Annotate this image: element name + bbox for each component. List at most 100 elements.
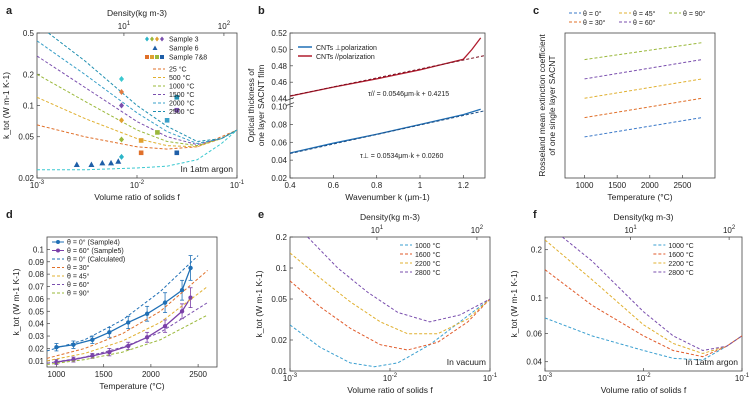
data-point — [144, 311, 150, 316]
x-tick-label: 2500 — [189, 370, 207, 379]
series-group — [47, 255, 208, 366]
legend-label: θ = 60° (Sample5) — [67, 247, 124, 255]
annotation: In vacuum — [447, 357, 486, 367]
legend-label: θ = 30° — [67, 264, 90, 272]
x-tick-label: 1500 — [608, 181, 626, 190]
legend-marker — [152, 45, 158, 50]
data-point — [119, 88, 125, 95]
series-line — [562, 237, 742, 352]
y-axis-label: k_tot (W m-1 K-1) — [254, 270, 264, 337]
y-tick-label: 0.01 — [28, 357, 44, 366]
x-tick-label: 10-1 — [735, 373, 750, 383]
data-point — [73, 161, 80, 167]
top-x-axis-label: Density(kg m-3) — [107, 8, 167, 18]
data-point — [126, 343, 131, 349]
legend-label: 2500 °C — [169, 108, 194, 116]
legend-marker — [145, 36, 149, 42]
data-point — [179, 309, 185, 314]
fit-label: τ// = 0.0546μm·k + 0.4215 — [368, 91, 449, 98]
legend-label: θ = 60° — [67, 281, 90, 289]
top-x-tick-label: 101 — [371, 225, 384, 235]
x-tick-label: 10-2 — [383, 373, 398, 383]
y-tick-label: 0.04 — [28, 320, 44, 329]
x-tick-label: 10-1 — [230, 180, 245, 190]
legend-label: 25 °C — [169, 66, 187, 74]
y-tick-label: 0.06 — [28, 295, 44, 304]
y-axis-label: k_tot (W m-1 K-1) — [1, 72, 11, 139]
y-tick-label: 0.04 — [271, 156, 287, 165]
y-tick-label: 0.46 — [271, 78, 287, 87]
y-tick-label: 0.48 — [271, 62, 287, 71]
fit-label: τ⊥ = 0.0534μm·k + 0.0260 — [360, 153, 443, 160]
legend-marker — [155, 55, 159, 59]
y-tick-label: 0.2 — [23, 70, 35, 79]
series-line — [37, 129, 237, 171]
y-tick-label: 0.02 — [28, 344, 44, 353]
y-tick-label: 0.2 — [531, 246, 543, 255]
x-axis-label: Temperature (°C) — [99, 381, 164, 391]
x-tick-label: 1000 — [576, 181, 594, 190]
series-line — [47, 314, 208, 366]
legend-marker — [150, 36, 154, 42]
series-line — [290, 37, 482, 97]
x-tick-label: 2000 — [641, 181, 659, 190]
legend-label: 2800 °C — [415, 269, 440, 277]
y-tick-label: 0.1 — [33, 245, 45, 254]
y-tick-label: 0.07 — [28, 283, 44, 292]
series-line — [47, 302, 208, 364]
legend-marker — [145, 55, 149, 59]
data-point — [188, 265, 193, 271]
data-point — [88, 161, 95, 167]
panel-e: e 10-3 10-2 10-1 Volume ratio of solids f 0.0… — [254, 209, 498, 395]
top-x-tick-label: 102 — [471, 225, 484, 235]
panel-label: c — [533, 5, 539, 17]
x-tick-label: 10-3 — [30, 180, 45, 190]
series-group — [37, 33, 237, 171]
y-tick-label: 0.05 — [28, 307, 44, 316]
data-point — [138, 138, 144, 143]
panel-d: d 1000 1500 2000 2500 Temperature (°C) 0.01 0.0… — [6, 209, 218, 391]
series-line — [290, 280, 490, 351]
y-tick-label: 0.04 — [526, 358, 542, 367]
data-point — [174, 150, 180, 156]
y-tick-label: 0.06 — [271, 138, 287, 147]
y-tick-label: 0.1 — [23, 102, 35, 111]
legend-label: 1600 °C — [415, 251, 440, 259]
panel-label: a — [6, 5, 13, 17]
y-axis-label: Optical thickness ofone layer SACNT film — [246, 65, 266, 147]
legend-label: 2000 °C — [169, 100, 194, 108]
y-tick-label: 0.50 — [271, 45, 287, 54]
legend-label: θ = 90° — [67, 290, 90, 298]
series-line — [584, 78, 703, 99]
legend-label: 1500 °C — [169, 91, 194, 99]
series-line — [48, 33, 237, 142]
series-line — [307, 237, 490, 323]
annotation: In 1atm argon — [686, 357, 739, 367]
series-line — [37, 124, 237, 150]
x-tick-label: 1000 — [48, 370, 66, 379]
panel-label: d — [6, 209, 13, 221]
data-point — [119, 102, 125, 109]
data-point — [115, 158, 122, 164]
data-point — [138, 150, 144, 156]
data-point — [99, 159, 106, 166]
legend-label: 2800 °C — [668, 269, 693, 277]
panel-label: b — [258, 5, 265, 17]
series-line — [47, 286, 208, 362]
series-line — [545, 239, 742, 355]
series-group — [290, 37, 485, 155]
x-tick-label: 10-1 — [483, 373, 498, 383]
panel-a: a 10-3 10-2 10-1 Volume ratio of solids f 0.0… — [1, 5, 245, 202]
legend-label: 2200 °C — [415, 260, 440, 268]
legend-label: 1000 °C — [169, 83, 194, 91]
y-tick-label: 0.1 — [276, 264, 288, 273]
legend-label: 1000 °C — [415, 242, 440, 250]
legend-label: θ = 0° (Sample4) — [67, 239, 120, 247]
legend-marker — [160, 55, 164, 59]
series-group — [545, 237, 742, 361]
y-tick-label: 0.5 — [23, 29, 35, 38]
x-tick-label: 10-3 — [538, 373, 553, 383]
